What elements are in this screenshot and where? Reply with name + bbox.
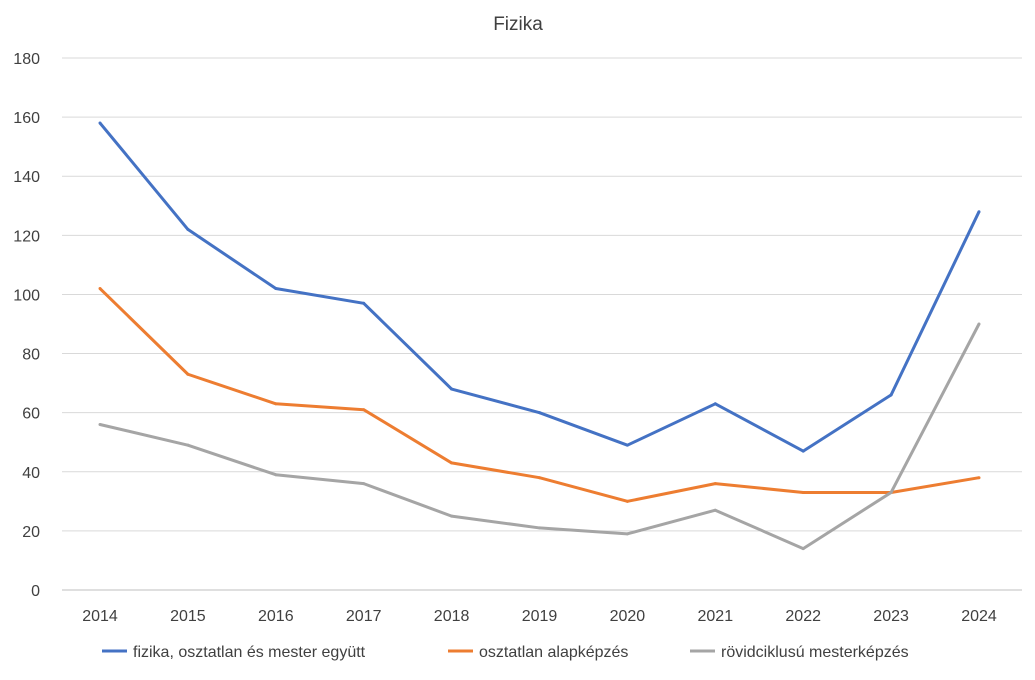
data-point	[362, 301, 366, 305]
y-tick-label: 20	[22, 524, 40, 541]
data-point	[713, 402, 717, 406]
data-point	[186, 372, 190, 376]
gridlines	[62, 57, 1022, 591]
y-tick-label: 180	[13, 51, 40, 68]
data-point	[625, 499, 629, 503]
y-tick-label: 40	[22, 465, 40, 482]
legend-label: fizika, osztatlan és mester együtt	[133, 644, 366, 661]
data-point	[801, 490, 805, 494]
data-point	[450, 514, 454, 518]
data-point	[274, 473, 278, 477]
y-tick-label: 160	[13, 110, 40, 127]
data-point	[362, 408, 366, 412]
data-point	[274, 402, 278, 406]
series-lines	[98, 121, 981, 551]
x-tick-label: 2017	[346, 608, 382, 625]
data-point	[977, 476, 981, 480]
legend-item: fizika, osztatlan és mester együtt	[102, 644, 366, 661]
data-point	[98, 422, 102, 426]
series-line-3	[99, 323, 981, 551]
data-point	[625, 443, 629, 447]
data-point	[977, 210, 981, 214]
x-axis: 2014 2015 2016 2017 2018 2019 2020 2021 2022 2023…	[82, 608, 997, 625]
data-point	[538, 526, 541, 530]
x-tick-label: 2014	[82, 608, 118, 625]
y-tick-label: 80	[22, 347, 40, 364]
data-point	[889, 393, 893, 397]
data-point	[98, 121, 102, 125]
data-point	[98, 287, 102, 291]
data-point	[362, 482, 366, 486]
legend-item: osztatlan alapképzés	[448, 644, 628, 661]
data-point	[538, 411, 541, 415]
data-point	[713, 482, 717, 486]
y-tick-label: 0	[31, 583, 40, 600]
data-point	[186, 443, 190, 447]
data-point	[977, 322, 981, 326]
data-point	[889, 490, 893, 494]
legend-label: osztatlan alapképzés	[479, 644, 628, 661]
data-point	[538, 476, 541, 480]
data-point	[450, 387, 454, 391]
series-line-1	[98, 122, 981, 453]
y-tick-label: 120	[13, 228, 40, 245]
data-point	[713, 508, 717, 512]
x-tick-label: 2022	[785, 608, 821, 625]
x-tick-label: 2018	[434, 608, 470, 625]
data-point	[450, 461, 454, 465]
x-tick-label: 2021	[698, 608, 734, 625]
x-tick-label: 2016	[258, 608, 294, 625]
y-axis: 0 20 40 60 80 100 120 140 160 180	[13, 51, 40, 600]
data-point	[801, 547, 805, 551]
legend: fizika, osztatlan és mester együtt osztat…	[102, 644, 909, 661]
x-tick-label: 2020	[610, 608, 646, 625]
x-tick-label: 2023	[873, 608, 909, 625]
data-point	[801, 449, 805, 453]
data-point	[186, 227, 190, 231]
data-point	[625, 532, 629, 536]
x-tick-label: 2015	[170, 608, 206, 625]
x-tick-label: 2019	[522, 608, 558, 625]
x-tick-label: 2024	[961, 608, 997, 625]
y-tick-label: 140	[13, 169, 40, 186]
data-point	[274, 287, 278, 291]
chart-title: Fizika	[493, 14, 543, 35]
legend-item: rövidciklusú mesterképzés	[690, 644, 909, 661]
y-tick-label: 100	[13, 287, 40, 304]
y-tick-label: 60	[22, 406, 40, 423]
legend-label: rövidciklusú mesterképzés	[721, 644, 909, 661]
series-line-2	[98, 287, 980, 503]
